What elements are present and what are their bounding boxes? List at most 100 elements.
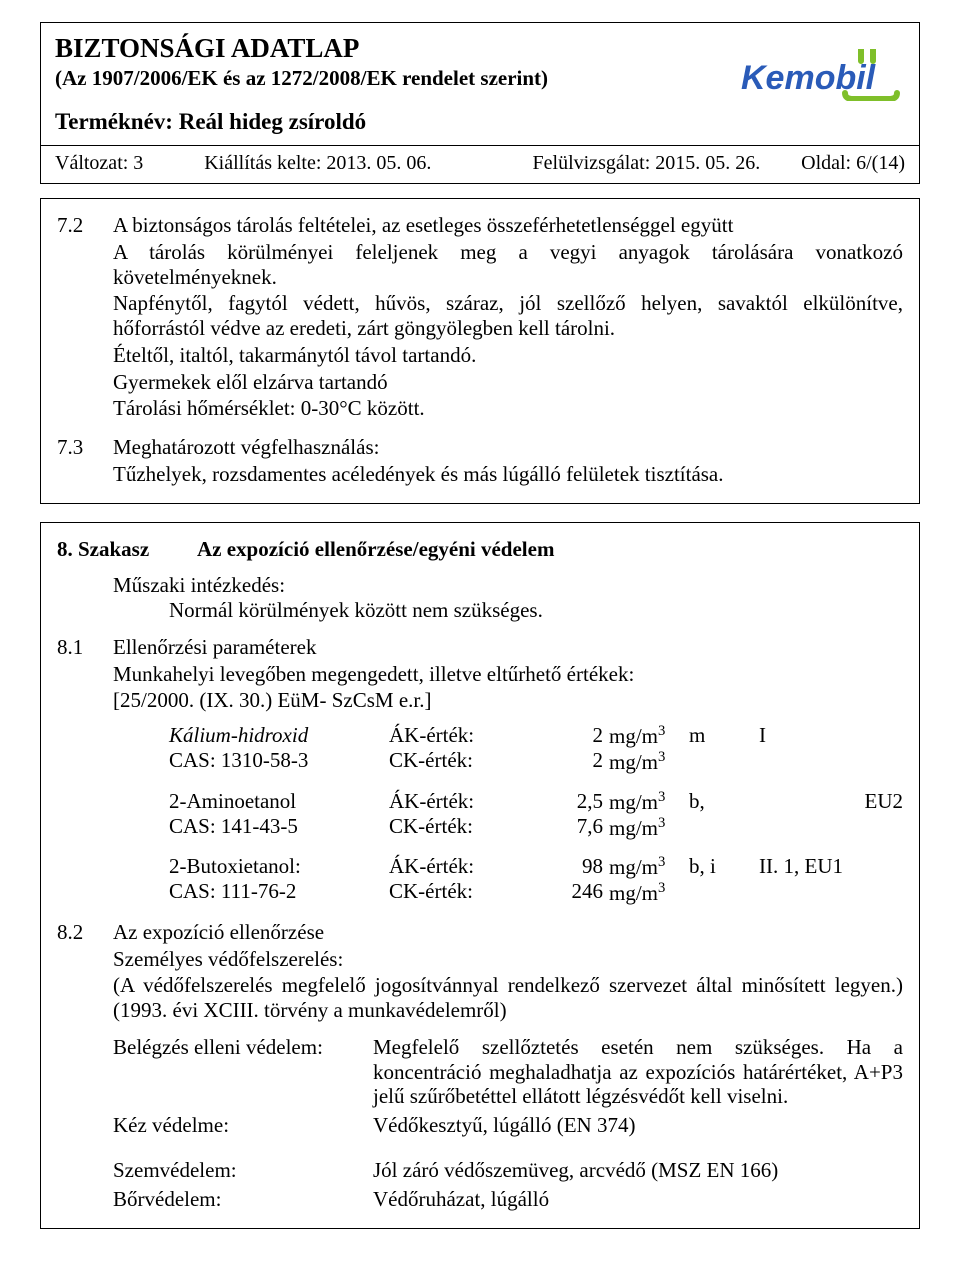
prot-row-hand: Kéz védelme: Védőkesztyű, lúgálló (EN 37… (113, 1113, 903, 1138)
exp-unit-col: mg/m3 mg/m3 (609, 854, 689, 906)
kemobil-logo: Kemobil (741, 49, 901, 101)
exp-name-col: Kálium-hidroxid CAS: 1310-58-3 (169, 723, 389, 775)
prot-val: Jól záró védőszemüveg, arcvédő (MSZ EN 1… (373, 1158, 903, 1183)
p-7-2-e: Gyermekek elől elzárva tartandó (113, 370, 903, 395)
prot-label: Kéz védelme: (113, 1113, 373, 1138)
prot-row-eye: Szemvédelem: Jól záró védőszemüveg, arcv… (113, 1158, 903, 1183)
meta-row: Változat: 3 Kiállítás kelte: 2013. 05. 0… (55, 152, 905, 175)
exp-val-col: 2,5 7,6 (549, 789, 609, 841)
szakasz-8-heading: 8. Szakasz Az expozíció ellenőrzése/egyé… (57, 537, 903, 562)
prot-row-skin: Bőrvédelem: Védőruházat, lúgálló (113, 1187, 903, 1212)
ck-unit: mg/m3 (609, 880, 689, 906)
body-8-2: Az expozíció ellenőrzése Személyes védőf… (113, 920, 903, 1023)
ak-label: ÁK-érték: (389, 789, 549, 814)
exp-tag2: II. 1, EU1 (759, 854, 903, 906)
p-8-2-a: Az expozíció ellenőrzése (113, 920, 903, 945)
exp-tag1: b, i (689, 854, 759, 906)
p-7-3-b: Tűzhelyek, rozsdamentes acéledények és m… (113, 462, 903, 487)
prot-val: Védőkesztyű, lúgálló (EN 374) (373, 1113, 903, 1138)
prot-val: Védőruházat, lúgálló (373, 1187, 903, 1212)
ck-label: CK-érték: (389, 814, 549, 839)
p-7-2-d: Ételtől, italtól, takarmánytól távol tar… (113, 343, 903, 368)
exp-name: 2-Aminoetanol (169, 789, 389, 814)
prot-label: Bőrvédelem: (113, 1187, 373, 1212)
exp-label-col: ÁK-érték: CK-érték: (389, 789, 549, 841)
exp-tag2: EU2 (759, 789, 903, 841)
prot-val: Megfelelő szellőztetés esetén nem szüksé… (373, 1035, 903, 1109)
ak-label: ÁK-érték: (389, 723, 549, 748)
exp-row-kalium: Kálium-hidroxid CAS: 1310-58-3 ÁK-érték:… (169, 723, 903, 775)
ak-val: 2 (549, 723, 603, 748)
p-8-1-c: [25/2000. (IX. 30.) EüM- SzCsM e.r.] (113, 688, 903, 713)
exp-label-col: ÁK-érték: CK-érték: (389, 854, 549, 906)
section-8-box: 8. Szakasz Az expozíció ellenőrzése/egyé… (40, 522, 920, 1229)
body-7-3: Meghatározott végfelhasználás: Tűzhelyek… (113, 435, 903, 487)
exp-row-aminoetanol: 2-Aminoetanol CAS: 141-43-5 ÁK-érték: CK… (169, 789, 903, 841)
exp-tag1: m (689, 723, 759, 775)
ck-unit: mg/m3 (609, 815, 689, 841)
ak-val: 98 (549, 854, 603, 879)
exp-tag2: I (759, 723, 903, 775)
prot-row-breath: Belégzés elleni védelem: Megfelelő szell… (113, 1035, 903, 1109)
exposure-table: Kálium-hidroxid CAS: 1310-58-3 ÁK-érték:… (169, 723, 903, 906)
exp-name-ital: Kálium-hidroxid (169, 723, 308, 747)
ck-label: CK-érték: (389, 879, 549, 904)
exp-row-butoxietanol: 2-Butoxietanol: CAS: 111-76-2 ÁK-érték: … (169, 854, 903, 906)
p-7-2-a: A biztonságos tárolás feltételei, az ese… (113, 213, 903, 238)
ck-val: 246 (549, 879, 603, 904)
item-7-3: 7.3 Meghatározott végfelhasználás: Tűzhe… (57, 435, 903, 487)
p-8-2-c: (A védőfelszerelés megfelelő jogosítvánn… (113, 973, 903, 1023)
meta-issued: Kiállítás kelte: 2013. 05. 06. (204, 152, 532, 175)
exp-label-col: ÁK-érték: CK-érték: (389, 723, 549, 775)
ak-unit: mg/m3 (609, 854, 689, 880)
header-divider (41, 145, 919, 146)
num-8-2: 8.2 (57, 920, 113, 1023)
logo-text: Kemobil (741, 59, 877, 97)
exp-val-col: 98 246 (549, 854, 609, 906)
exp-name: Kálium-hidroxid (169, 723, 389, 748)
prot-label: Szemvédelem: (113, 1158, 373, 1183)
ak-label: ÁK-érték: (389, 854, 549, 879)
exp-name-col: 2-Aminoetanol CAS: 141-43-5 (169, 789, 389, 841)
page: BIZTONSÁGI ADATLAP (Az 1907/2006/EK és a… (0, 0, 960, 1275)
item-7-2: 7.2 A biztonságos tárolás feltételei, az… (57, 213, 903, 421)
ck-val: 7,6 (549, 814, 603, 839)
p-8-1-b: Munkahelyi levegőben megengedett, illetv… (113, 662, 903, 687)
num-7-2: 7.2 (57, 213, 113, 421)
ak-unit: mg/m3 (609, 789, 689, 815)
szakasz-8-title: Az expozíció ellenőrzése/egyéni védelem (197, 537, 554, 562)
prot-label: Belégzés elleni védelem: (113, 1035, 373, 1109)
muszaki-body: Normál körülmények között nem szükséges. (169, 598, 903, 623)
exp-name: 2-Butoxietanol: (169, 854, 389, 879)
szakasz-8-num: 8. Szakasz (57, 537, 197, 562)
ck-val: 2 (549, 748, 603, 773)
p-8-2-b: Személyes védőfelszerelés: (113, 947, 903, 972)
exp-cas: CAS: 1310-58-3 (169, 748, 389, 773)
body-8-1: Ellenőrzési paraméterek Munkahelyi leveg… (113, 635, 903, 713)
ak-val: 2,5 (549, 789, 603, 814)
body-7-2: A biztonságos tárolás feltételei, az ese… (113, 213, 903, 421)
exp-unit-col: mg/m3 mg/m3 (609, 789, 689, 841)
p-7-3-a: Meghatározott végfelhasználás: (113, 435, 903, 460)
ak-unit: mg/m3 (609, 723, 689, 749)
exp-cas: CAS: 141-43-5 (169, 814, 389, 839)
exp-cas: CAS: 111-76-2 (169, 879, 389, 904)
meta-page: Oldal: 6/(14) (801, 152, 905, 175)
item-8-2: 8.2 Az expozíció ellenőrzése Személyes v… (57, 920, 903, 1023)
muszaki-heading: Műszaki intézkedés: (113, 573, 903, 598)
exp-val-col: 2 2 (549, 723, 609, 775)
ck-label: CK-érték: (389, 748, 549, 773)
num-7-3: 7.3 (57, 435, 113, 487)
section-7-box: 7.2 A biztonságos tárolás feltételei, az… (40, 198, 920, 504)
ck-unit: mg/m3 (609, 749, 689, 775)
exp-unit-col: mg/m3 mg/m3 (609, 723, 689, 775)
p-8-1-a: Ellenőrzési paraméterek (113, 635, 903, 660)
item-8-1: 8.1 Ellenőrzési paraméterek Munkahelyi l… (57, 635, 903, 713)
p-7-2-c: Napfénytől, fagytól védett, hűvös, szára… (113, 291, 903, 341)
product-name: Terméknév: Reál hideg zsíroldó (55, 109, 905, 135)
spacer (40, 504, 920, 522)
exp-name-col: 2-Butoxietanol: CAS: 111-76-2 (169, 854, 389, 906)
exp-tag1: b, (689, 789, 759, 841)
meta-revised: Felülvizsgálat: 2015. 05. 26. (533, 152, 802, 175)
p-7-2-b: A tárolás körülményei feleljenek meg a v… (113, 240, 903, 290)
